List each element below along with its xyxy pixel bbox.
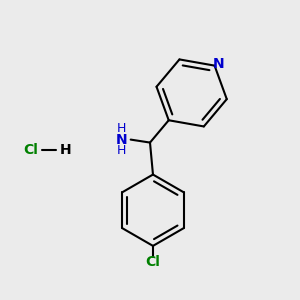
Text: N: N	[116, 133, 128, 147]
Text: Cl: Cl	[146, 255, 160, 269]
Text: H: H	[117, 122, 127, 135]
Text: H: H	[59, 143, 71, 157]
Text: Cl: Cl	[24, 143, 38, 157]
Text: H: H	[117, 144, 127, 158]
Text: N: N	[212, 57, 224, 71]
